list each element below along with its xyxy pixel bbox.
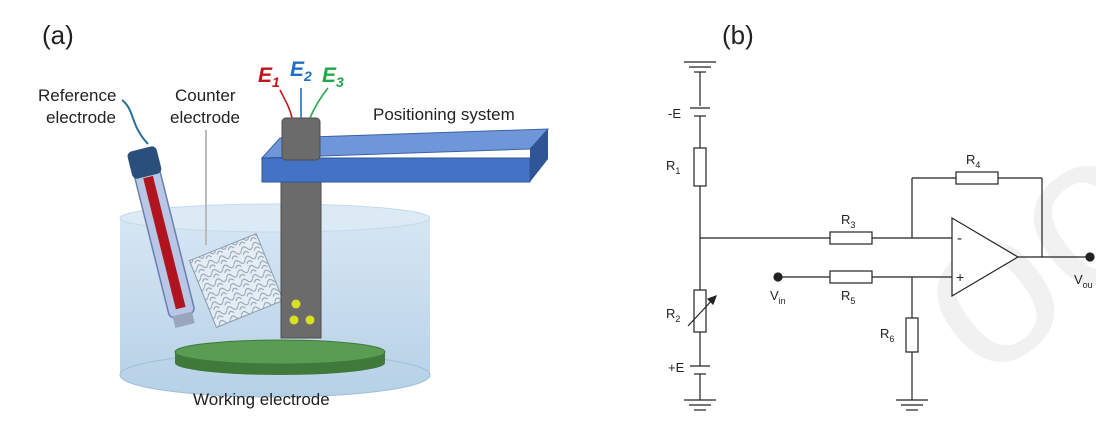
sensor-dot xyxy=(291,299,301,309)
vout-terminal xyxy=(1085,252,1095,262)
op-amp xyxy=(951,216,1020,298)
working-electrode-rod xyxy=(280,159,322,339)
battery-neg xyxy=(690,107,710,148)
counter-electrode-label: Counter electrode xyxy=(170,86,240,127)
reference-electrode-label: Reference electrode xyxy=(38,86,121,127)
e1-wire xyxy=(279,89,293,119)
r5-label: R5 xyxy=(841,288,855,306)
resistor-r1 xyxy=(693,147,707,187)
r6-label: R6 xyxy=(880,326,894,344)
neg-supply-label: -E xyxy=(668,106,681,121)
working-electrode-label: Working electrode xyxy=(193,390,330,409)
positioning-system-label: Positioning system xyxy=(373,105,515,124)
e3-wire xyxy=(309,87,329,119)
panel-b: (b) -E R1 R3 R2 xyxy=(666,20,1095,411)
ground-bottom-left xyxy=(684,399,716,411)
battery-pos xyxy=(690,365,710,400)
positioning-system xyxy=(260,117,550,183)
working-electrode-disc xyxy=(174,339,386,375)
ground-bottom-right xyxy=(896,399,928,411)
panel-a-label: (a) xyxy=(42,20,74,50)
op-amp-plus: + xyxy=(956,269,964,285)
reference-electrode xyxy=(121,99,195,328)
panel-b-label: (b) xyxy=(722,20,754,50)
resistor-r2 xyxy=(693,289,707,333)
op-amp-minus: - xyxy=(957,230,962,247)
vout-label: Vou xyxy=(1074,272,1093,290)
resistor-r5 xyxy=(829,270,873,284)
e3-label: E3 xyxy=(322,64,344,90)
e2-label: E2 xyxy=(290,58,312,84)
vin-label: Vin xyxy=(770,288,786,306)
resistor-r6 xyxy=(905,317,919,353)
r1-label: R1 xyxy=(666,158,680,176)
pos-supply-label: +E xyxy=(668,360,685,375)
r2-label: R2 xyxy=(666,306,680,324)
sensor-dot xyxy=(289,315,299,325)
resistor-r4 xyxy=(955,171,999,185)
counter-electrode-mesh xyxy=(188,233,284,329)
r3-label: R3 xyxy=(841,212,855,230)
sensor-dot xyxy=(305,315,315,325)
resistor-r3 xyxy=(829,231,873,245)
panel-a: (a) xyxy=(38,20,550,409)
vin-terminal xyxy=(773,272,783,282)
e1-label: E1 xyxy=(258,64,280,90)
figure: (a) xyxy=(38,20,1095,411)
r4-label: R4 xyxy=(966,152,980,170)
ground-top xyxy=(684,61,716,106)
